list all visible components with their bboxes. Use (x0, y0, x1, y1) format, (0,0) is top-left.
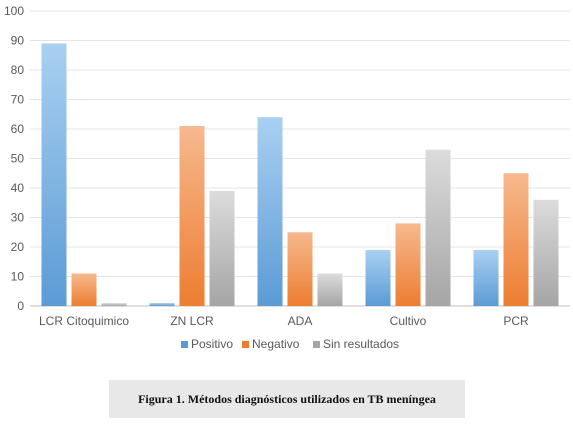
x-tick-label: ADA (288, 314, 313, 328)
bar-positivo-lcr-citoquimico (41, 43, 67, 306)
legend-swatch-sin-resultados (313, 341, 320, 348)
y-tick-label: 0 (17, 299, 24, 313)
y-tick-label: 70 (11, 93, 25, 107)
bar-sin-resultados-lcr-citoquimico (101, 303, 127, 306)
y-tick-label: 100 (4, 4, 24, 18)
legend-swatch-positivo (181, 341, 188, 348)
y-tick-label: 30 (11, 211, 25, 225)
y-tick-label: 50 (11, 152, 25, 166)
y-tick-label: 90 (11, 34, 25, 48)
y-tick-label: 80 (11, 63, 25, 77)
bar-negativo-zn-lcr (179, 126, 205, 306)
y-tick-label: 20 (11, 240, 25, 254)
y-axis-ticks: 0 10 20 30 40 50 60 70 80 90 100 (4, 4, 24, 313)
y-tick-label: 10 (11, 270, 25, 284)
bar-positivo-ada (257, 117, 283, 306)
legend-label-negativo: Negativo (252, 337, 300, 351)
bar-sin-resultados-zn-lcr (209, 190, 235, 306)
figure-caption-box: Figura 1. Métodos diagnósticos utilizado… (109, 380, 465, 418)
y-tick-label: 40 (11, 181, 25, 195)
bar-negativo-pcr (503, 173, 529, 306)
x-tick-label: ZN LCR (170, 314, 214, 328)
bar-chart: 0 10 20 30 40 50 60 70 80 90 100 LCR Citoquimico ZN… (4, 4, 570, 351)
x-tick-label: LCR Citoquimico (39, 314, 129, 328)
x-axis-ticks: LCR Citoquimico ZN LCR ADA Cultivo PCR (39, 314, 529, 328)
x-tick-label: PCR (503, 314, 529, 328)
bar-negativo-lcr-citoquimico (71, 273, 97, 306)
bar-positivo-zn-lcr (149, 303, 175, 306)
x-tick-label: Cultivo (390, 314, 427, 328)
gridlines (30, 10, 570, 307)
bars (41, 43, 559, 306)
legend-label-sin-resultados: Sin resultados (323, 337, 399, 351)
bar-negativo-cultivo (395, 223, 421, 306)
bar-sin-resultados-cultivo (425, 149, 451, 306)
bar-sin-resultados-ada (317, 273, 343, 306)
bar-positivo-pcr (473, 249, 499, 306)
bar-sin-resultados-pcr (533, 199, 559, 306)
legend: Positivo Negativo Sin resultados (181, 337, 399, 351)
legend-label-positivo: Positivo (191, 337, 233, 351)
bar-negativo-ada (287, 232, 313, 306)
legend-swatch-negativo (242, 341, 249, 348)
y-tick-label: 60 (11, 122, 25, 136)
figure-caption: Figura 1. Métodos diagnósticos utilizado… (138, 391, 436, 406)
bar-positivo-cultivo (365, 249, 391, 306)
